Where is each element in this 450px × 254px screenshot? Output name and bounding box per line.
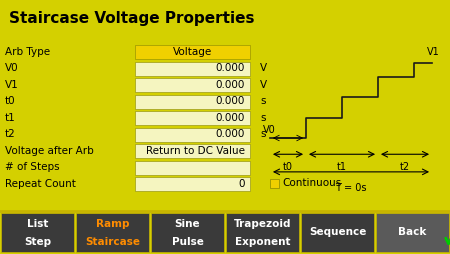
FancyBboxPatch shape	[135, 177, 250, 191]
Text: t2: t2	[400, 162, 410, 172]
Text: 0.000: 0.000	[216, 96, 245, 106]
FancyBboxPatch shape	[376, 213, 449, 252]
FancyBboxPatch shape	[226, 213, 299, 252]
Text: Ramp: Ramp	[96, 219, 129, 229]
Text: 0.000: 0.000	[216, 129, 245, 139]
FancyBboxPatch shape	[76, 213, 149, 252]
Text: V: V	[260, 64, 267, 73]
Text: s: s	[260, 96, 265, 106]
Text: s: s	[260, 113, 265, 123]
FancyBboxPatch shape	[135, 128, 250, 142]
Text: t1: t1	[337, 162, 347, 172]
FancyBboxPatch shape	[135, 161, 250, 175]
Text: Trapezoid: Trapezoid	[234, 219, 291, 229]
Text: Voltage: Voltage	[173, 47, 212, 57]
Text: Sequence: Sequence	[309, 227, 366, 237]
Text: V: V	[260, 80, 267, 90]
Text: Voltage after Arb: Voltage after Arb	[5, 146, 94, 156]
Text: Back: Back	[398, 227, 427, 237]
FancyBboxPatch shape	[135, 62, 250, 76]
Text: t0: t0	[283, 162, 293, 172]
Text: # of Steps: # of Steps	[5, 162, 59, 172]
Text: s: s	[260, 129, 265, 139]
FancyBboxPatch shape	[135, 78, 250, 92]
Text: T = 0s: T = 0s	[335, 183, 367, 193]
FancyBboxPatch shape	[135, 144, 250, 158]
Text: List: List	[27, 219, 48, 229]
Text: 0: 0	[238, 179, 245, 189]
Text: Exponent: Exponent	[235, 236, 290, 247]
Text: V1: V1	[427, 47, 439, 57]
Text: Continuous: Continuous	[282, 178, 341, 188]
Text: Pulse: Pulse	[171, 236, 203, 247]
Text: V0: V0	[5, 64, 18, 73]
Text: 0.000: 0.000	[216, 113, 245, 123]
FancyBboxPatch shape	[270, 179, 279, 188]
Text: 0.000: 0.000	[216, 64, 245, 73]
Text: Step: Step	[24, 236, 51, 247]
FancyBboxPatch shape	[135, 45, 250, 59]
FancyBboxPatch shape	[135, 95, 250, 109]
Text: V1: V1	[5, 80, 19, 90]
Text: t2: t2	[5, 129, 16, 139]
Text: Sine: Sine	[175, 219, 200, 229]
Text: t1: t1	[5, 113, 16, 123]
Text: Return to DC Value: Return to DC Value	[146, 146, 245, 156]
FancyBboxPatch shape	[135, 111, 250, 125]
FancyBboxPatch shape	[1, 213, 74, 252]
Text: Arb Type: Arb Type	[5, 47, 50, 57]
Text: V0: V0	[263, 125, 275, 135]
FancyBboxPatch shape	[301, 213, 374, 252]
Text: Staircase: Staircase	[85, 236, 140, 247]
FancyBboxPatch shape	[151, 213, 224, 252]
Text: Staircase Voltage Properties: Staircase Voltage Properties	[9, 11, 255, 26]
Text: Repeat Count: Repeat Count	[5, 179, 76, 189]
Text: t0: t0	[5, 96, 16, 106]
Text: 0.000: 0.000	[216, 80, 245, 90]
